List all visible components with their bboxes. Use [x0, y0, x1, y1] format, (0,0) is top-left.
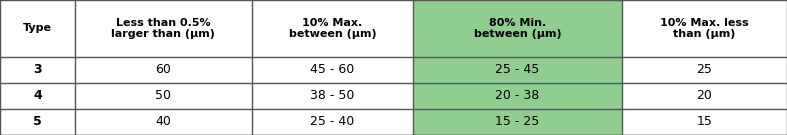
- Text: 80% Min.
between (μm): 80% Min. between (μm): [474, 18, 561, 39]
- Text: Less than 0.5%
larger than (μm): Less than 0.5% larger than (μm): [112, 18, 215, 39]
- Bar: [0, 83, 75, 109]
- Text: 15: 15: [696, 115, 712, 129]
- Text: 50: 50: [155, 89, 172, 102]
- Text: 4: 4: [33, 89, 42, 102]
- Bar: [75, 57, 252, 83]
- Bar: [75, 109, 252, 135]
- Text: 45 - 60: 45 - 60: [310, 63, 355, 76]
- Text: Type: Type: [23, 23, 52, 33]
- Bar: [252, 0, 413, 57]
- Text: 25 - 40: 25 - 40: [310, 115, 355, 129]
- Bar: [622, 0, 787, 57]
- Text: 3: 3: [33, 63, 42, 76]
- Text: 25: 25: [696, 63, 712, 76]
- Bar: [252, 57, 413, 83]
- Bar: [413, 0, 622, 57]
- Bar: [0, 0, 75, 57]
- Text: 20: 20: [696, 89, 712, 102]
- Text: 40: 40: [155, 115, 172, 129]
- Bar: [622, 109, 787, 135]
- Bar: [622, 57, 787, 83]
- Bar: [413, 57, 622, 83]
- Bar: [413, 109, 622, 135]
- Text: 5: 5: [33, 115, 42, 129]
- Bar: [413, 83, 622, 109]
- Text: 60: 60: [155, 63, 172, 76]
- Text: 25 - 45: 25 - 45: [495, 63, 540, 76]
- Text: 15 - 25: 15 - 25: [495, 115, 540, 129]
- Bar: [252, 83, 413, 109]
- Text: 20 - 38: 20 - 38: [495, 89, 540, 102]
- Bar: [0, 57, 75, 83]
- Bar: [75, 0, 252, 57]
- Bar: [252, 109, 413, 135]
- Bar: [622, 83, 787, 109]
- Bar: [0, 109, 75, 135]
- Text: 38 - 50: 38 - 50: [310, 89, 355, 102]
- Text: 10% Max.
between (μm): 10% Max. between (μm): [289, 18, 376, 39]
- Bar: [75, 83, 252, 109]
- Text: 10% Max. less
than (μm): 10% Max. less than (μm): [660, 18, 748, 39]
